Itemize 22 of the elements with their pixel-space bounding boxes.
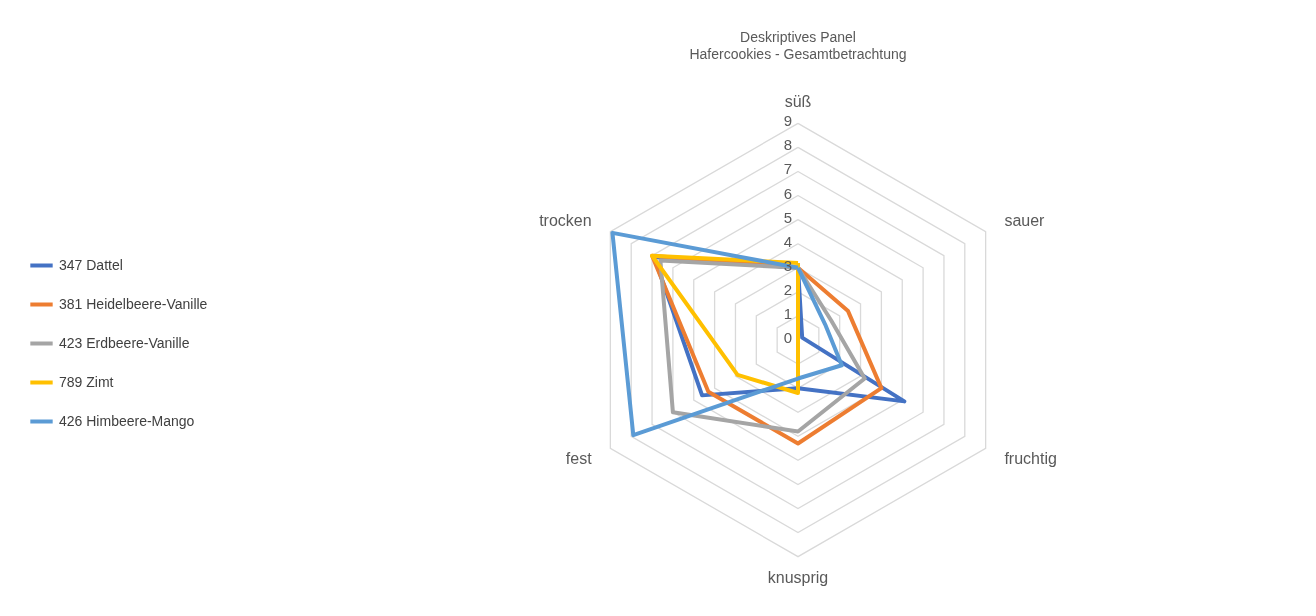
spoke-label: süß (784, 92, 812, 110)
chart-title: Deskriptives Panel (740, 29, 856, 45)
spoke-label: trocken (539, 211, 592, 229)
legend-label: 426 Himbeere-Mango (59, 412, 195, 429)
y-tick-label: 2 (783, 280, 792, 298)
y-tick-label: 1 (783, 304, 792, 322)
y-tick-label: 8 (783, 136, 792, 154)
spoke-label: knusprig (767, 569, 829, 587)
legend-label: 423 Erdbeere-Vanille (59, 334, 190, 351)
y-tick-label: 0 (783, 329, 792, 346)
y-tick-label: 9 (783, 112, 792, 130)
y-tick-label: 5 (783, 208, 792, 226)
spoke-label: sauer (1004, 211, 1046, 229)
legend-label: 789 Zimt (59, 373, 114, 390)
y-tick-label: 7 (783, 160, 792, 178)
y-tick-label: 4 (783, 232, 792, 250)
legend-label: 381 Heidelbeere-Vanille (59, 295, 208, 312)
spoke-label: fruchtig (1004, 450, 1057, 468)
chart-subtitle: Hafercookies - Gesamtbetrachtung (689, 46, 907, 62)
legend-label: 347 Dattel (59, 256, 123, 273)
spoke-label: fest (565, 450, 593, 468)
y-tick-label: 6 (783, 184, 792, 202)
